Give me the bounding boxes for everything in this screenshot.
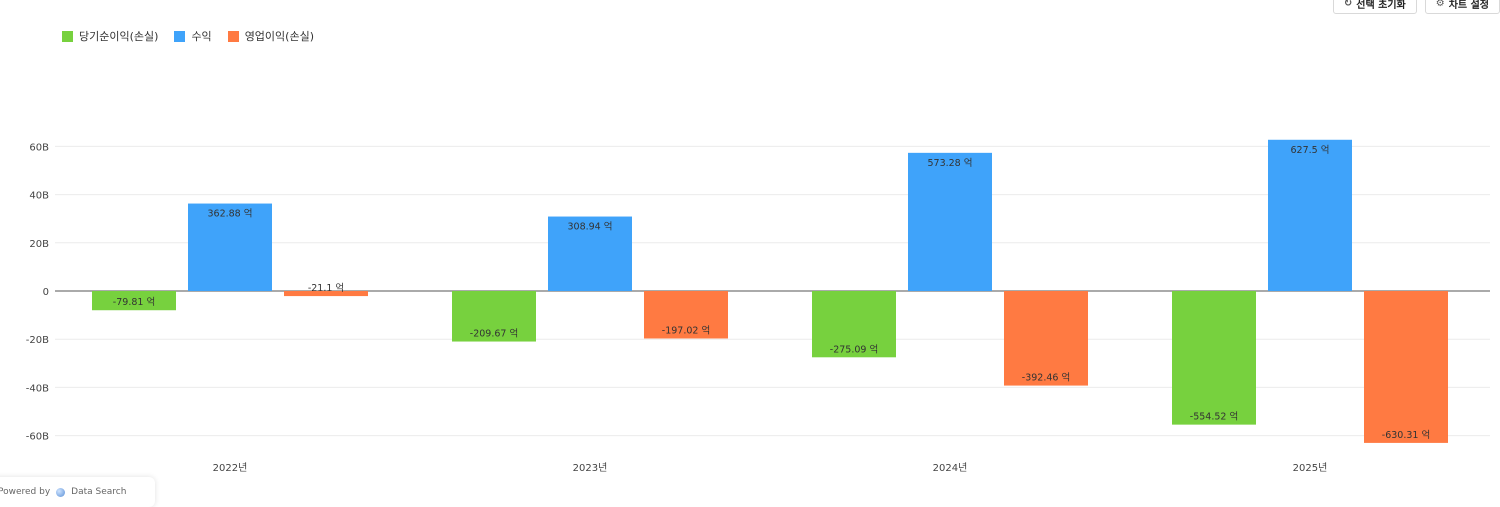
legend-item-net-income[interactable]: 당기순이익(손실) <box>62 28 158 44</box>
x-tick-label: 2025년 <box>1293 462 1328 474</box>
bar-operating-income <box>284 291 368 297</box>
bar-revenue <box>548 216 632 291</box>
data-label: -392.46 억 <box>1022 372 1070 384</box>
data-label: 308.94 억 <box>567 221 612 233</box>
legend-item-operating-income[interactable]: 영업이익(손실) <box>227 28 314 44</box>
data-label: -209.67 억 <box>470 328 518 340</box>
x-tick-label: 2022년 <box>213 462 248 474</box>
footer-brand-text: Data Search <box>71 487 127 497</box>
bar-operating-income <box>644 291 728 339</box>
chart-settings-label: 차트 설정 <box>1448 0 1489 11</box>
x-tick-label: 2023년 <box>573 462 608 474</box>
y-tick-label: 0 <box>43 287 49 298</box>
bar-net-income <box>1172 291 1256 425</box>
bar-operating-income <box>1364 291 1448 443</box>
data-label: 573.28 억 <box>927 157 972 169</box>
legend-label-net-income: 당기순이익(손실) <box>79 30 159 43</box>
x-tick-label: 2024년 <box>933 462 968 474</box>
legend-swatch-operating-income <box>227 30 239 42</box>
data-label: -630.31 억 <box>1382 429 1430 441</box>
y-tick-label: 20B <box>29 239 49 250</box>
data-label: -275.09 억 <box>830 343 878 355</box>
reset-selection-button[interactable]: ↻ 선택 초기화 <box>1332 0 1417 14</box>
legend-item-revenue[interactable]: 수익 <box>174 28 212 44</box>
y-tick-label: -20B <box>26 335 49 346</box>
footer-card: Powered by Data Search <box>0 477 155 507</box>
legend-label-operating-income: 영업이익(손실) <box>244 30 314 43</box>
bar-revenue <box>1268 139 1352 291</box>
bar-net-income <box>92 291 176 311</box>
data-label: 362.88 억 <box>207 208 252 220</box>
legend-label-revenue: 수익 <box>191 30 212 43</box>
chart-settings-button[interactable]: ⚙ 차트 설정 <box>1424 0 1500 14</box>
data-label: 627.5 억 <box>1291 144 1330 156</box>
reset-selection-label: 선택 초기화 <box>1356 0 1406 11</box>
bar-net-income <box>812 291 896 358</box>
chart-toolbar: ↻ 선택 초기화 ⚙ 차트 설정 <box>1332 0 1500 14</box>
data-label: -21.1 억 <box>308 282 344 294</box>
data-label: -197.02 억 <box>662 324 710 336</box>
y-tick-label: 60B <box>29 142 49 153</box>
y-tick-label: -60B <box>26 432 49 443</box>
legend-swatch-revenue <box>174 30 186 42</box>
bar-operating-income <box>1004 291 1088 386</box>
brand-logo-icon <box>56 487 66 497</box>
bar-net-income <box>452 291 536 342</box>
data-label: -79.81 억 <box>113 296 155 308</box>
legend-swatch-net-income <box>62 30 73 42</box>
data-label: -554.52 억 <box>1190 411 1238 423</box>
refresh-icon: ↻ <box>1343 0 1353 9</box>
gear-icon: ⚙ <box>1435 0 1445 9</box>
footer-content: Powered by Data Search <box>0 487 126 497</box>
y-tick-label: -40B <box>26 383 49 394</box>
bar-revenue <box>188 203 272 291</box>
y-tick-label: 40B <box>29 191 49 202</box>
chart-legend: 당기순이익(손실) 수익 영업이익(손실) <box>62 28 314 44</box>
footer-left-text: Powered by <box>0 487 51 497</box>
bar-revenue <box>908 152 992 291</box>
bar-chart: 60B 40B 20B 0 -20B -40B -60B -79.81 억 362.88 억 -2… <box>26 139 1490 474</box>
